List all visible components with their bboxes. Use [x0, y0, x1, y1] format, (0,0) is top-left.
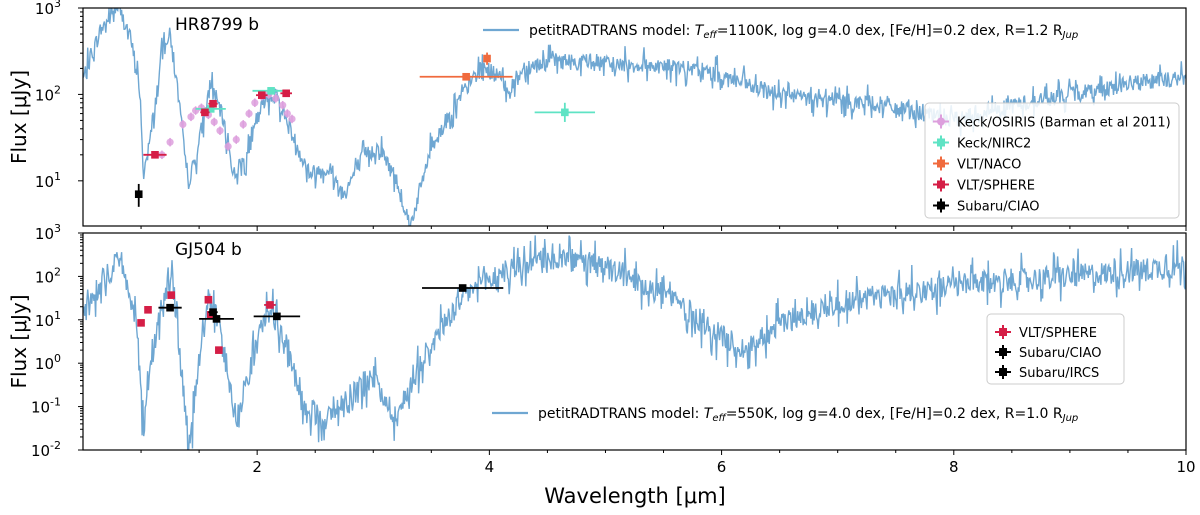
legend-label: Subaru/CIAO — [1019, 346, 1101, 361]
y-tick-label: 100 — [35, 352, 61, 373]
y-tick-label: 10-1 — [31, 396, 61, 417]
model-legend-label: petitRADTRANS model: Teff=550K, log g=4.… — [538, 406, 1078, 424]
x-tick-label: 2 — [252, 458, 262, 476]
x-tick-label: 4 — [485, 458, 495, 476]
legend-label: VLT/SPHERE — [957, 179, 1035, 194]
plot-area — [83, 235, 1186, 450]
y-axis-label: Flux [μJy] — [7, 70, 31, 164]
data-point-vlt-sphere — [266, 301, 274, 309]
y-tick-label: 101 — [35, 170, 61, 191]
data-point-vlt-sphere — [204, 295, 213, 304]
legend-marker — [937, 117, 945, 126]
legend-box — [986, 313, 1125, 385]
data-point-subaru-ircs — [212, 315, 221, 323]
data-point-subaru-ircs — [273, 312, 281, 321]
legend-label: VLT/SPHERE — [1019, 326, 1097, 341]
data-point-keck-nirc2 — [267, 87, 275, 95]
legend-label: Keck/NIRC2 — [957, 137, 1031, 152]
data-point-subaru-ciao — [209, 308, 217, 316]
data-point-vlt-sphere — [151, 151, 159, 159]
y-tick-label: 103 — [35, 0, 61, 18]
data-point-vlt-sphere — [209, 99, 217, 108]
legend-marker — [937, 138, 945, 147]
data-point-vlt-sphere — [215, 346, 223, 354]
legend-box — [924, 102, 1180, 219]
legend-label: VLT/NACO — [957, 158, 1021, 173]
y-tick-label: 103 — [35, 222, 61, 243]
data-point-subaru-ciao — [166, 303, 174, 312]
legend-marker — [937, 201, 945, 210]
legend-label: Subaru/CIAO — [957, 200, 1039, 215]
y-tick-label: 101 — [35, 309, 61, 330]
y-tick-label: 102 — [35, 265, 61, 286]
panel-title: GJ504 b — [175, 240, 242, 260]
data-point-keck-nirc2 — [206, 105, 215, 113]
y-tick-label: 102 — [35, 83, 61, 104]
axes-frame — [82, 232, 1187, 451]
legend-marker — [937, 180, 945, 189]
y-axis-label: Flux [μJy] — [7, 295, 31, 389]
panel-title: HR8799 b — [175, 15, 259, 35]
axes-frame — [82, 7, 1187, 227]
data-point-vlt-sphere — [258, 91, 266, 99]
panel-hr8799b: 101 102 103 Flux [μJy] HR8799 b petitRADTRANS… — [7, 0, 1187, 231]
x-tick-label: 6 — [717, 458, 727, 476]
legend-marker — [999, 368, 1007, 376]
legend-label: Keck/OSIRIS (Barman et al 2011) — [957, 116, 1171, 131]
data-point-vlt-sphere — [282, 89, 290, 98]
x-tick-label: 8 — [949, 458, 959, 476]
data-point-subaru-ciao — [134, 190, 143, 199]
model-spectrum-line — [83, 235, 1186, 450]
data-point-keck-nirc2 — [561, 108, 569, 117]
data-point-vlt-sphere — [201, 108, 209, 117]
y-tick-label: 10-2 — [31, 439, 61, 460]
data-point-vlt-sphere — [137, 319, 145, 327]
data-point-subaru-ircs — [458, 284, 467, 292]
data-point-vlt-naco — [462, 72, 470, 81]
x-axis-label: Wavelength [μm] — [544, 484, 725, 508]
data-point-vlt-sphere — [167, 291, 176, 299]
data-point-vlt-naco — [483, 54, 491, 63]
legend-marker — [999, 348, 1007, 356]
model-legend-label: petitRADTRANS model: Teff=1100K, log g=4… — [529, 23, 1078, 41]
legend-marker — [999, 328, 1007, 336]
x-tick-label: 10 — [1176, 458, 1195, 476]
data-point-vlt-sphere — [144, 305, 152, 314]
legend-label: Subaru/IRCS — [1019, 366, 1099, 381]
legend-marker — [937, 159, 945, 168]
panel-gj504b: 2 4 6 8 10 10-2 10-1 100 101 102 103 Flux [μJy] GJ50… — [7, 222, 1196, 476]
